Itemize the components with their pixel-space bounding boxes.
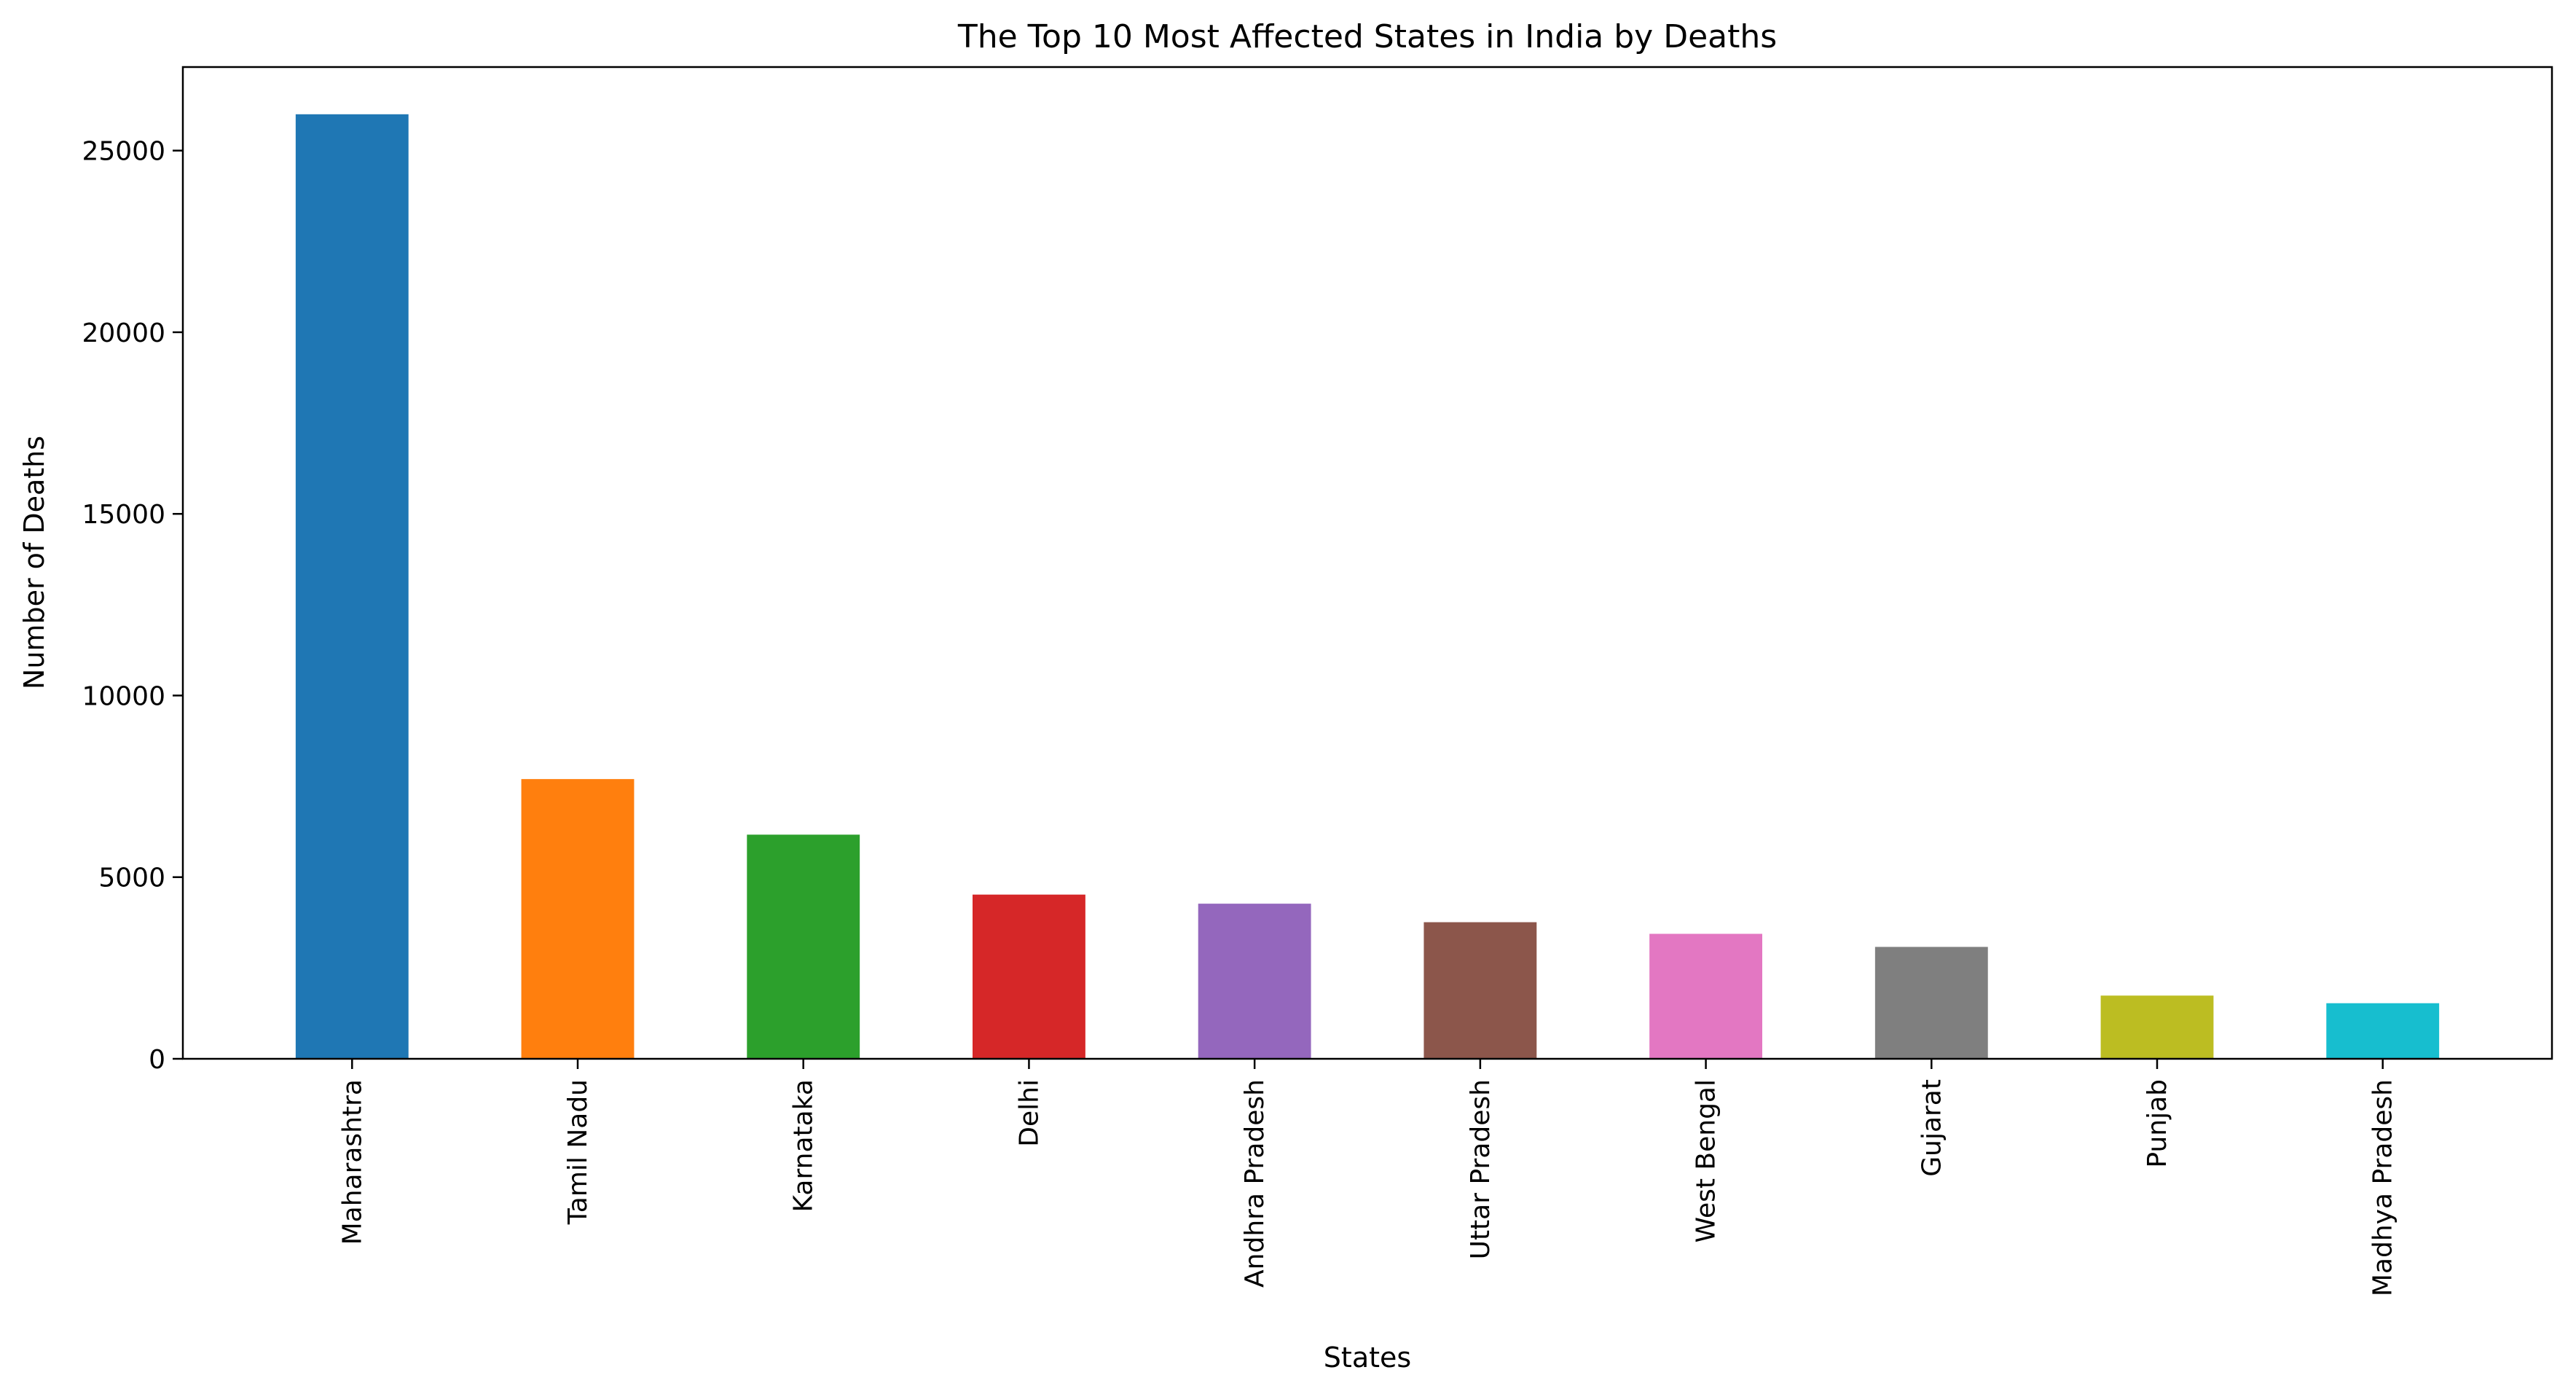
y-tick-label: 25000: [82, 137, 165, 167]
bar-tamil-nadu: [521, 779, 635, 1059]
bar-gujarat: [1874, 947, 1988, 1059]
y-tick-label: 10000: [82, 681, 165, 711]
bars: [295, 114, 2440, 1059]
x-tick-label: Maharashtra: [337, 1079, 367, 1245]
bar-uttar-pradesh: [1424, 922, 1537, 1059]
bar-punjab: [2100, 995, 2214, 1059]
y-axis-label: Number of Deaths: [18, 436, 50, 689]
x-tick-label: Tamil Nadu: [563, 1079, 593, 1225]
y-axis: 0 5000 10000 15000 20000 25000: [82, 137, 183, 1075]
bar-madhya-pradesh: [2326, 1003, 2440, 1059]
x-tick-label: West Bengal: [1692, 1079, 1721, 1243]
x-axis: Maharashtra Tamil Nadu Karnataka Delhi Andhr…: [337, 1059, 2398, 1296]
bar-maharashtra: [295, 114, 409, 1059]
bar-andhra-pradesh: [1198, 904, 1311, 1059]
x-tick-label: Madhya Pradesh: [2368, 1079, 2398, 1296]
axes-frame: [181, 66, 2553, 1060]
bar-west-bengal: [1649, 933, 1762, 1059]
x-tick-label: Punjab: [2143, 1079, 2172, 1168]
x-tick-label: Delhi: [1014, 1079, 1044, 1147]
y-tick-label: 0: [149, 1045, 165, 1075]
chart-title: The Top 10 Most Affected States in India…: [957, 18, 1777, 55]
x-tick-label: Gujarat: [1917, 1079, 1947, 1177]
bar-karnataka: [747, 834, 860, 1059]
x-axis-label: States: [1324, 1342, 1411, 1374]
y-tick-label: 15000: [82, 500, 165, 530]
x-tick-label: Karnataka: [789, 1079, 819, 1213]
y-tick-label: 20000: [82, 318, 165, 348]
x-tick-label: Uttar Pradesh: [1466, 1079, 1496, 1259]
bar-delhi: [973, 894, 1085, 1059]
x-tick-label: Andhra Pradesh: [1240, 1079, 1270, 1288]
y-tick-label: 5000: [98, 864, 165, 893]
